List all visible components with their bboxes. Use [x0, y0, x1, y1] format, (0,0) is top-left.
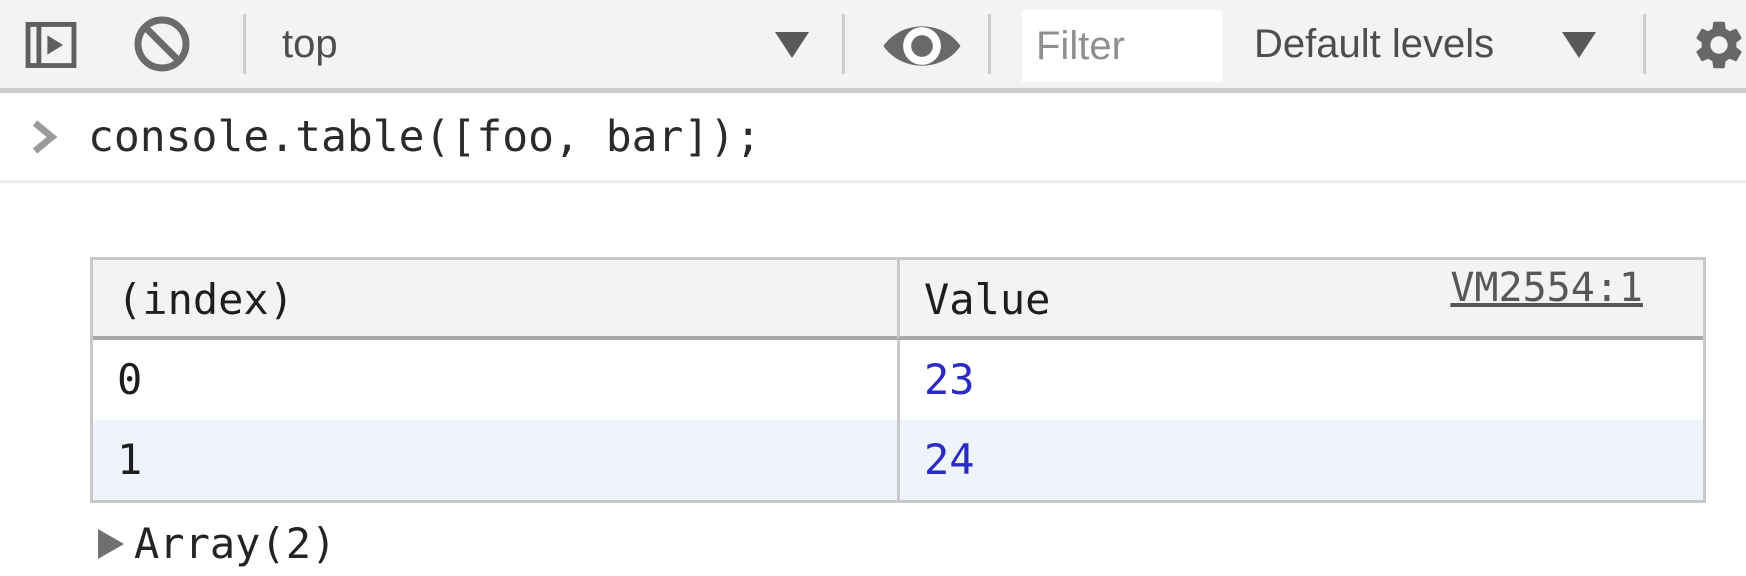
array-expander[interactable]: Array(2) [98, 519, 1746, 568]
table-header-value: Value [897, 260, 1703, 340]
toolbar-separator [1643, 14, 1646, 74]
log-levels-dropdown[interactable]: Default levels [1254, 0, 1494, 88]
table-header-index: (index) [93, 260, 897, 340]
console-toolbar: top Default levels [0, 0, 1746, 93]
settings-gear-icon [1690, 16, 1746, 74]
context-selector[interactable]: top [282, 0, 338, 88]
table-row-0-value: 23 [897, 340, 1703, 420]
toolbar-separator [842, 14, 845, 74]
command-prompt-chevron-icon [30, 117, 58, 157]
live-expression-eye-icon [880, 18, 964, 74]
log-levels-chevron-down-icon[interactable] [1562, 32, 1596, 58]
source-location-link[interactable]: VM2554:1 [1450, 265, 1643, 311]
context-selector-chevron-down-icon[interactable] [775, 32, 809, 58]
context-selector-label: top [282, 22, 338, 66]
table-row-1-index: 1 [93, 420, 897, 500]
filter-input[interactable] [1022, 10, 1222, 82]
command-text: console.table([foo, bar]); [88, 111, 762, 162]
show-console-sidebar-icon [22, 16, 80, 74]
console-table: (index) Value 0 23 1 24 [90, 257, 1706, 503]
table-row-0-index: 0 [117, 355, 143, 404]
live-expression-button[interactable] [880, 18, 964, 74]
toolbar-separator [988, 14, 991, 74]
expand-triangle-icon [98, 528, 124, 559]
console-result-message: VM2554:1 (index) Value 0 23 1 24 Array(2… [0, 257, 1746, 568]
toolbar-separator [243, 14, 246, 74]
array-preview-label: Array(2) [134, 519, 337, 568]
console-settings-button[interactable] [1690, 16, 1746, 74]
show-console-sidebar-button[interactable] [22, 16, 80, 74]
log-levels-label: Default levels [1254, 22, 1495, 66]
clear-console-icon [130, 12, 194, 76]
clear-console-button[interactable] [130, 12, 194, 76]
table-row-1-value: 24 [897, 420, 1703, 500]
console-command-message: console.table([foo, bar]); [0, 93, 1746, 183]
